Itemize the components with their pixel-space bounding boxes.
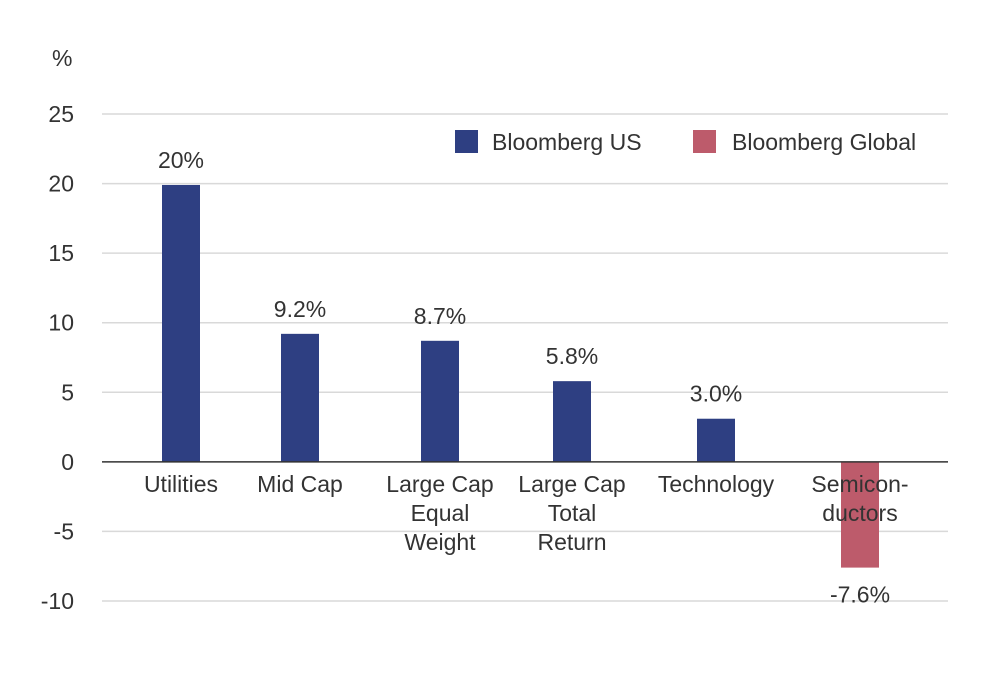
category-label: Large Cap (518, 471, 625, 497)
gridlines (102, 113, 948, 602)
y-tick-label: 10 (48, 310, 74, 336)
y-tick-label: -5 (54, 518, 74, 544)
category-labels: Utilities Mid Cap Large Cap Equal Weight Larg… (144, 471, 909, 555)
y-tick-label: 5 (61, 379, 74, 405)
category-label: Technology (658, 471, 775, 497)
data-label: 3.0% (690, 381, 742, 407)
category-label: Equal (411, 500, 470, 526)
category-label: Total (548, 500, 597, 526)
bars (162, 184, 879, 568)
legend-swatch-us (455, 130, 478, 153)
legend-label-us: Bloomberg US (492, 129, 642, 155)
bar (281, 333, 319, 462)
bar (162, 184, 200, 462)
y-tick-label: 15 (48, 240, 74, 266)
y-tick-label: 0 (61, 449, 74, 475)
category-label: Semicon- (811, 471, 908, 497)
y-tick-label: 20 (48, 171, 74, 197)
y-tick-label: 25 (48, 101, 74, 127)
data-label: 5.8% (546, 343, 598, 369)
data-label: 8.7% (414, 303, 466, 329)
bar (421, 340, 459, 462)
category-label: Large Cap (386, 471, 493, 497)
category-label: ductors (822, 500, 897, 526)
legend-swatch-global (693, 130, 716, 153)
y-tick-label: -10 (41, 588, 74, 614)
data-label: 9.2% (274, 296, 326, 322)
data-label: 20% (158, 147, 204, 173)
bar (553, 381, 591, 462)
category-label: Utilities (144, 471, 218, 497)
category-label: Weight (404, 529, 476, 555)
data-label: -7.6% (830, 582, 890, 608)
y-axis-ticks: 25 20 15 10 5 0 -5 -10 (41, 101, 74, 614)
category-label: Return (537, 529, 606, 555)
data-labels: 20% 9.2% 8.7% 5.8% 3.0% -7.6% (158, 147, 890, 608)
bar (697, 418, 735, 462)
y-axis-unit-label: % (52, 45, 72, 71)
bar (841, 461, 879, 568)
legend-label-global: Bloomberg Global (732, 129, 916, 155)
category-label: Mid Cap (257, 471, 343, 497)
legend: Bloomberg US Bloomberg Global (455, 129, 916, 155)
